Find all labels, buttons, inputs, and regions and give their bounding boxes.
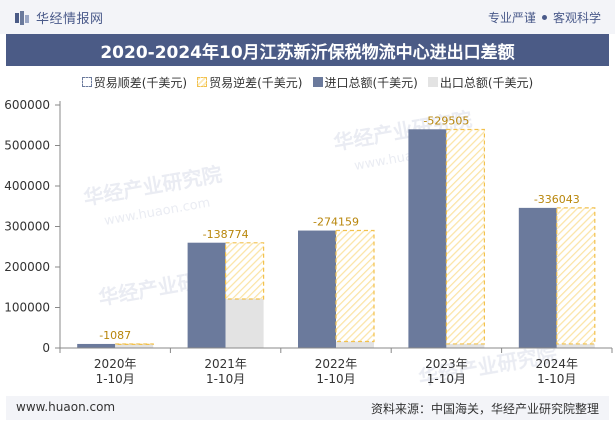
x-axis: 2020年 1-10月 2021年 1-10月 2022年 1-10月 2023年 1-10月… [59, 347, 613, 386]
x-tick-label: 2022年 1-10月 [315, 357, 358, 386]
legend-item-surplus: 贸易顺差(千美元) [81, 72, 188, 92]
y-tick-label: 300000 [4, 220, 50, 234]
legend-swatch-deficit [197, 77, 208, 87]
top-header-bar: 华经情报网 专业严谨 客观科学 [0, 0, 615, 34]
bar-export [225, 298, 264, 348]
tagline: 专业严谨 客观科学 [488, 9, 601, 26]
y-tick-label: 0 [42, 341, 50, 355]
bar-deficit [335, 229, 375, 343]
bar-deficit [445, 128, 485, 345]
chart-legend: 贸易顺差(千美元) 贸易逆差(千美元) 进口总额(千美元) 出口总额(千美元) [0, 72, 615, 92]
legend-item-export: 出口总额(千美元) [427, 72, 534, 92]
bar-export [556, 343, 595, 348]
y-tick-label: 500000 [4, 139, 50, 153]
legend-swatch-surplus [81, 77, 92, 87]
data-label-deficit: -274159 [313, 215, 359, 228]
brand-name: 华经情报网 [36, 12, 104, 27]
y-axis: 0 100000 200000 300000 400000 500000 600000 [4, 98, 61, 355]
footer-bar: www.huaon.com 资料来源：中国海关，华经产业研究院整理 [6, 396, 609, 420]
data-label-deficit: -529505 [423, 115, 469, 128]
legend-label-export: 出口总额(千美元) [439, 75, 534, 90]
tagline-dot-icon [541, 15, 547, 20]
y-tick-label: 100000 [4, 301, 50, 315]
bar-export [336, 341, 374, 348]
x-tick-label: 2023年 1-10月 [425, 357, 468, 386]
x-tick-label: 2021年 1-10月 [204, 357, 247, 386]
chart-title: 2020-2024年10月江苏新沂保税物流中心进出口差额 [100, 42, 515, 63]
tagline-left: 专业严谨 [487, 11, 536, 25]
bar-import [187, 242, 226, 348]
x-tick-label: 2024年 1-10月 [536, 357, 579, 386]
x-tick-label: 2020年 1-10月 [94, 357, 137, 386]
y-tick-label: 400000 [4, 179, 50, 193]
data-label-deficit: -336043 [534, 193, 580, 206]
bar-export [446, 343, 485, 348]
y-tick-label: 200000 [4, 260, 50, 274]
footer-website: www.huaon.com [16, 400, 116, 414]
huajing-logo-icon [15, 10, 29, 25]
bar-import [408, 129, 447, 348]
legend-item-import: 进口总额(千美元) [312, 72, 418, 92]
legend-item-deficit: 贸易逆差(千美元) [197, 72, 303, 92]
legend-label-deficit: 贸易逆差(千美元) [209, 75, 303, 90]
legend-swatch-export [427, 77, 438, 87]
chart-title-bar: 2020-2024年10月江苏新沂保税物流中心进出口差额 [6, 34, 609, 66]
legend-swatch-import [312, 77, 323, 87]
bar-import [77, 343, 116, 348]
legend-label-surplus: 贸易顺差(千美元) [93, 75, 188, 90]
bar-export [115, 344, 154, 348]
bar-deficit [556, 207, 596, 345]
bar-import [518, 207, 557, 348]
legend-label-import: 进口总额(千美元) [324, 75, 418, 90]
footer-source: 资料来源：中国海关，华经产业研究院整理 [370, 402, 599, 416]
data-label-deficit: -138774 [203, 228, 249, 241]
y-tick-label: 600000 [4, 98, 50, 112]
data-labels-layer: -1087 -138774 -274159 -529505 -336043 [99, 115, 580, 342]
tagline-right: 客观科学 [552, 11, 601, 25]
brand: 华经情报网 [14, 8, 104, 27]
bar-deficit [225, 242, 265, 300]
data-label-deficit: -1087 [99, 329, 131, 342]
bar-import [298, 230, 336, 348]
bars-layer [77, 128, 596, 348]
